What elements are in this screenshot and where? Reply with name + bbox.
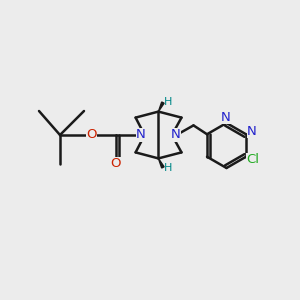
Text: N: N: [136, 128, 146, 142]
Text: Cl: Cl: [246, 153, 259, 166]
Polygon shape: [158, 102, 164, 112]
Text: N: N: [247, 125, 257, 138]
Text: H: H: [164, 163, 172, 173]
Polygon shape: [158, 158, 164, 168]
Text: N: N: [171, 128, 180, 142]
Text: H: H: [164, 97, 172, 107]
Text: N: N: [221, 111, 231, 124]
Text: O: O: [110, 157, 121, 170]
Text: O: O: [86, 128, 97, 142]
